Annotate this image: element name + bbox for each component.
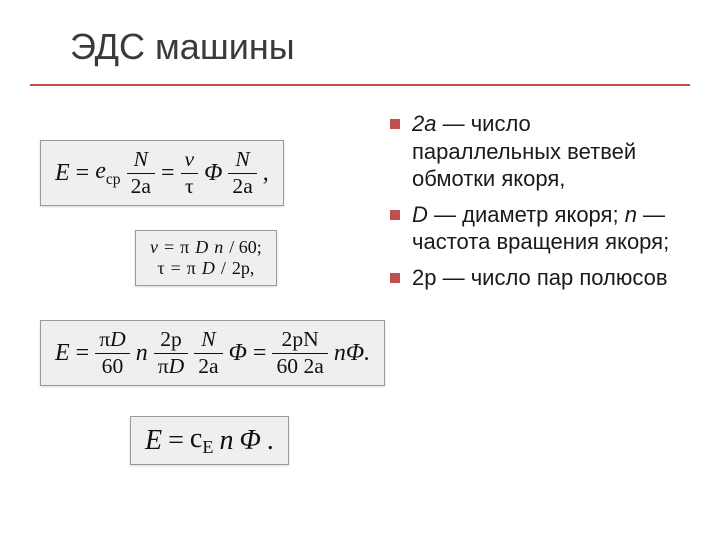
list-item: D — диаметр якоря; n — частота вращения …: [390, 201, 680, 256]
left-column: [40, 110, 360, 520]
list-item: 2а — число параллельных ветвей обмотки я…: [390, 110, 680, 193]
list-item: 2p — число пар полюсов: [390, 264, 680, 292]
right-column: 2а — число параллельных ветвей обмотки я…: [360, 110, 680, 520]
bullet-list: 2а — число параллельных ветвей обмотки я…: [390, 110, 680, 291]
page-title: ЭДС машины: [70, 26, 295, 68]
content-area: 2а — число параллельных ветвей обмотки я…: [40, 110, 680, 520]
slide: ЭДС машины E = eср N 2a = v τ Φ N 2a: [0, 0, 720, 540]
divider: [30, 84, 690, 86]
